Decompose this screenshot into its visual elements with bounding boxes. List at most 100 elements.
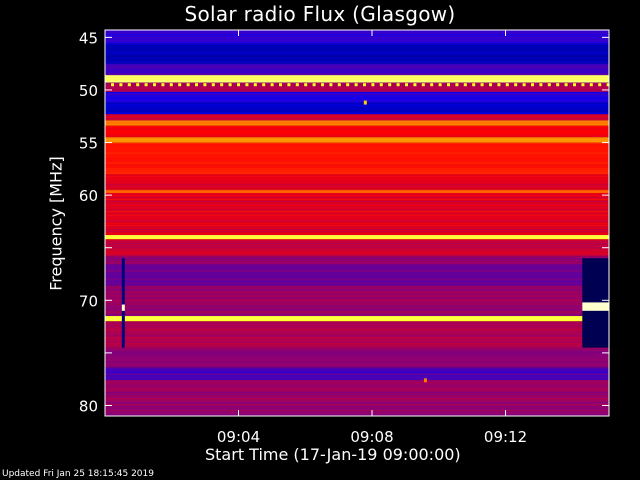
spectrogram-row (105, 174, 609, 176)
spectrogram-row (105, 390, 609, 392)
spectrogram-row (105, 345, 609, 347)
spectrogram-row (105, 142, 609, 144)
dash-marker (598, 83, 602, 87)
spectrogram-row (105, 86, 609, 88)
spectrogram-row (105, 32, 609, 33)
spectrogram-row (105, 82, 609, 84)
spectrogram-row (105, 367, 609, 369)
spectrogram-row (105, 106, 609, 108)
spectrogram-row (105, 203, 609, 205)
spectrogram-row (105, 329, 609, 331)
dash-marker (430, 83, 434, 87)
signal-spot (423, 378, 427, 383)
spectrogram-row (105, 311, 609, 313)
chart-title: Solar radio Flux (Glasgow) (184, 2, 456, 26)
dash-marker (287, 83, 291, 87)
spectrogram-row (105, 205, 609, 207)
spectrogram-row (105, 77, 609, 79)
spectrogram-row (105, 201, 609, 203)
spectrogram-row (105, 209, 609, 211)
spectrogram-row (105, 124, 609, 126)
spectrogram-row (105, 239, 609, 241)
dash-marker (438, 83, 442, 87)
spectrogram-row (105, 270, 609, 272)
spectrogram-row (105, 363, 609, 365)
y-axis: 45 50 55 60 70 80 (79, 29, 609, 415)
spectrogram-band (105, 285, 609, 317)
spectrogram-row (105, 349, 609, 351)
spectrogram-row (105, 327, 609, 329)
spectrogram-row (105, 266, 609, 268)
spectrogram-row (105, 108, 609, 110)
spectrogram-row (105, 323, 609, 325)
spectrogram-row (105, 386, 609, 388)
spectrogram-row (105, 114, 609, 116)
dash-marker (211, 83, 215, 87)
spectrogram-row (105, 341, 609, 343)
spectrogram-row (105, 137, 609, 139)
spectrogram-row (105, 51, 609, 53)
spectrogram-row (105, 79, 609, 81)
spectrogram-band (105, 92, 609, 103)
spectrogram-row (105, 315, 609, 317)
spectrogram-row (105, 129, 609, 131)
spectrogram-row (105, 172, 609, 174)
spectrogram-row (105, 408, 609, 410)
dash-marker (245, 83, 249, 87)
spectrogram-row (105, 217, 609, 219)
spectrogram-row (105, 272, 609, 274)
dash-marker (539, 83, 543, 87)
spectrogram-row (105, 152, 609, 154)
spectrogram-row (105, 88, 609, 90)
spectrogram-row (105, 112, 609, 114)
dash-marker (346, 83, 350, 87)
spectrogram-row (105, 379, 609, 381)
spectrogram-row (105, 110, 609, 112)
spectrogram-row (105, 404, 609, 406)
spectrogram-row (105, 278, 609, 280)
spectrogram-row (105, 92, 609, 94)
y-tick-label: 55 (79, 135, 98, 153)
spectrogram-row (105, 193, 609, 195)
spectrogram-row (105, 355, 609, 357)
spectrogram-row (105, 256, 609, 258)
spectrogram-row (105, 400, 609, 402)
dash-marker (480, 83, 484, 87)
dash-marker (304, 83, 308, 87)
interference-block (582, 302, 609, 311)
dash-marker (262, 83, 266, 87)
signal-spot (363, 100, 367, 105)
spectrogram-row (105, 394, 609, 396)
spectrogram-row (105, 245, 609, 247)
dash-marker (127, 83, 131, 87)
spectrogram-row (105, 289, 609, 291)
spectrogram-row (105, 388, 609, 390)
dash-marker (547, 83, 551, 87)
spectrogram-band (105, 189, 609, 194)
dash-marker (178, 83, 182, 87)
spectrogram-row (105, 396, 609, 398)
spectrogram-row (105, 229, 609, 231)
spectrogram-row (105, 45, 609, 47)
dash-marker (405, 83, 408, 87)
x-tick-label: 09:08 (350, 428, 393, 446)
spectrogram-row (105, 43, 609, 45)
spectrogram-row (105, 357, 609, 359)
spectrogram-row (105, 122, 609, 124)
spectrogram-row (105, 156, 609, 158)
spectrogram-row (105, 291, 609, 293)
dash-marker (396, 83, 400, 87)
dash-marker (144, 83, 148, 87)
spectrogram-band (105, 174, 609, 190)
spectrogram-row (105, 61, 609, 63)
spectrogram-row (105, 305, 609, 307)
spectrogram-row (105, 120, 609, 122)
spectrogram-row (105, 59, 609, 61)
spectrogram-row (105, 235, 609, 237)
dash-marker (111, 83, 114, 87)
spectrogram-row (105, 380, 609, 382)
spectrogram-band (105, 114, 609, 121)
spectrogram-row (105, 237, 609, 239)
spectrogram-row (105, 63, 609, 65)
x-tick-label: 09:12 (484, 428, 527, 446)
